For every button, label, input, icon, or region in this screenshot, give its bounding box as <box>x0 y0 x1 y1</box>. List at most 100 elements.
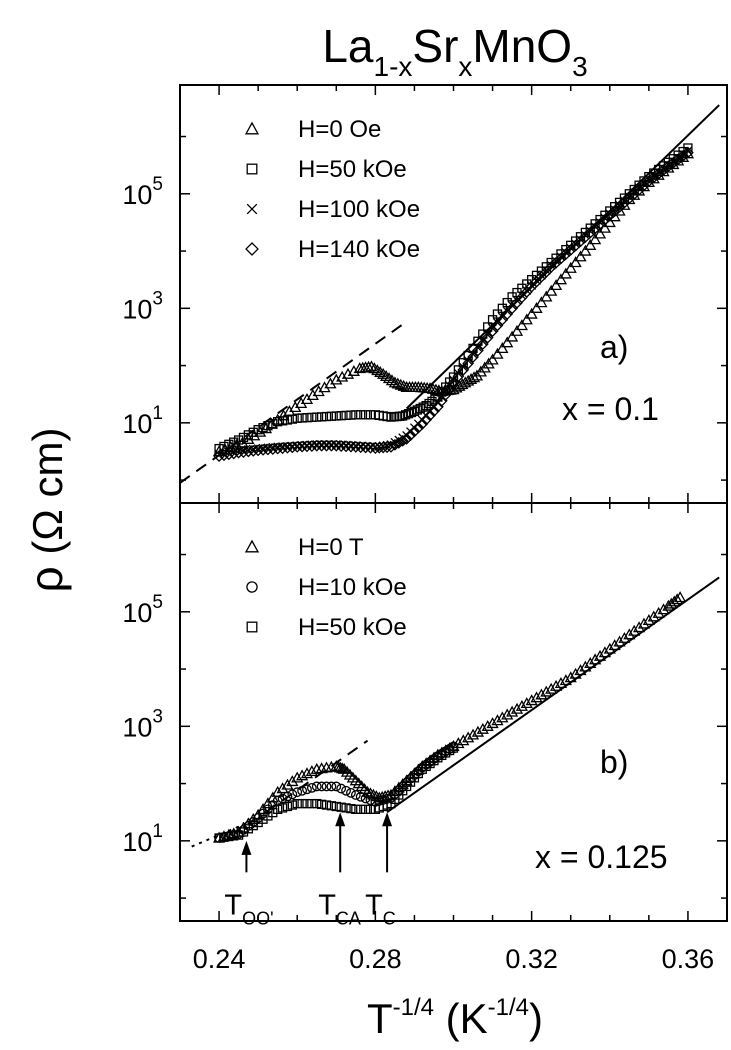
legend-entry: H=50 kOe <box>298 614 407 641</box>
data-point <box>598 646 612 658</box>
panel-b-composition: x = 0.125 <box>535 839 668 875</box>
data-point <box>406 407 417 418</box>
data-point <box>307 412 317 423</box>
data-point <box>350 790 361 800</box>
data-point <box>447 383 460 395</box>
title-sub2: x <box>458 51 472 82</box>
data-point <box>371 364 384 376</box>
data-point <box>325 439 338 452</box>
data-point <box>463 356 473 366</box>
data-point <box>351 804 361 814</box>
data-point <box>302 798 312 809</box>
data-point <box>291 771 304 783</box>
data-point <box>219 832 229 842</box>
data-point <box>321 800 332 810</box>
data-point <box>315 439 328 452</box>
data-point <box>540 685 553 697</box>
data-point <box>252 444 265 457</box>
annotation-label: TOO' <box>224 889 273 928</box>
data-point <box>674 591 687 603</box>
data-point <box>320 439 333 452</box>
data-point <box>501 336 514 348</box>
data-point <box>326 411 337 421</box>
data-point <box>222 448 235 461</box>
data-point <box>647 610 660 622</box>
data-point <box>569 256 582 268</box>
data-point <box>647 171 660 184</box>
data-point <box>683 143 693 153</box>
data-point <box>574 250 587 262</box>
data-point <box>335 440 348 452</box>
data-point <box>409 406 420 417</box>
data-point <box>273 804 283 814</box>
data-point <box>520 313 533 325</box>
data-point <box>467 351 479 363</box>
data-point <box>445 381 455 391</box>
panel-b-label: b) <box>600 744 628 780</box>
data-point <box>227 447 240 460</box>
y-tick-label: 105 <box>122 592 163 628</box>
y-axis-rho: ρ <box>20 566 72 592</box>
annotation-arrowhead <box>382 812 393 827</box>
data-point <box>340 440 352 453</box>
panel-a-y-tick-labels: 101 103 105 <box>122 174 163 439</box>
data-point <box>642 614 655 626</box>
panel-b-ticks <box>179 503 728 921</box>
data-point <box>286 441 299 454</box>
legend-marker <box>246 203 258 215</box>
fit-line-solid <box>386 576 720 814</box>
data-point <box>672 153 685 166</box>
data-point <box>287 414 297 424</box>
data-point <box>456 378 469 390</box>
panel-b: 101 103 105 H=0 T H=10 kOe H=50 kOe TOO' TCA T… <box>122 502 728 928</box>
data-point <box>359 441 372 454</box>
data-point <box>400 410 411 420</box>
data-point <box>257 443 269 456</box>
data-point <box>331 411 341 421</box>
data-point <box>466 728 480 740</box>
data-point <box>277 416 288 426</box>
data-point <box>341 410 351 421</box>
data-point <box>457 363 470 376</box>
data-point <box>447 376 460 389</box>
data-point <box>266 443 279 455</box>
data-point <box>403 409 414 419</box>
data-point <box>306 782 317 793</box>
data-point <box>316 412 327 422</box>
legend-entry: H=100 kOe <box>298 196 420 223</box>
legend-marker <box>246 163 258 175</box>
data-point <box>491 714 504 726</box>
data-point <box>287 789 298 800</box>
data-point <box>608 639 621 651</box>
data-point <box>453 368 463 378</box>
data-point <box>282 801 293 812</box>
data-point <box>506 330 519 342</box>
data-point <box>213 450 225 462</box>
annotation-arrowhead <box>335 812 346 827</box>
data-point <box>242 445 255 458</box>
data-point <box>486 717 499 729</box>
title-base: La <box>322 20 374 72</box>
data-point <box>238 432 249 443</box>
data-point <box>346 787 356 798</box>
data-point <box>292 787 303 798</box>
data-point <box>291 440 304 453</box>
data-point <box>261 797 275 809</box>
data-point <box>652 167 665 180</box>
data-point <box>457 734 470 746</box>
data-point <box>281 441 294 454</box>
title-sub1: 1-x <box>374 51 413 82</box>
data-point <box>346 803 356 814</box>
data-point <box>471 725 485 737</box>
data-point <box>593 227 607 239</box>
data-point <box>297 413 307 423</box>
data-point <box>564 671 577 683</box>
data-point <box>263 811 273 821</box>
data-point <box>331 781 342 792</box>
data-point <box>657 603 670 615</box>
data-point <box>292 413 302 423</box>
y-tick-label: 103 <box>122 706 163 742</box>
data-point <box>345 440 357 453</box>
data-point <box>276 782 289 794</box>
data-point <box>388 376 401 388</box>
